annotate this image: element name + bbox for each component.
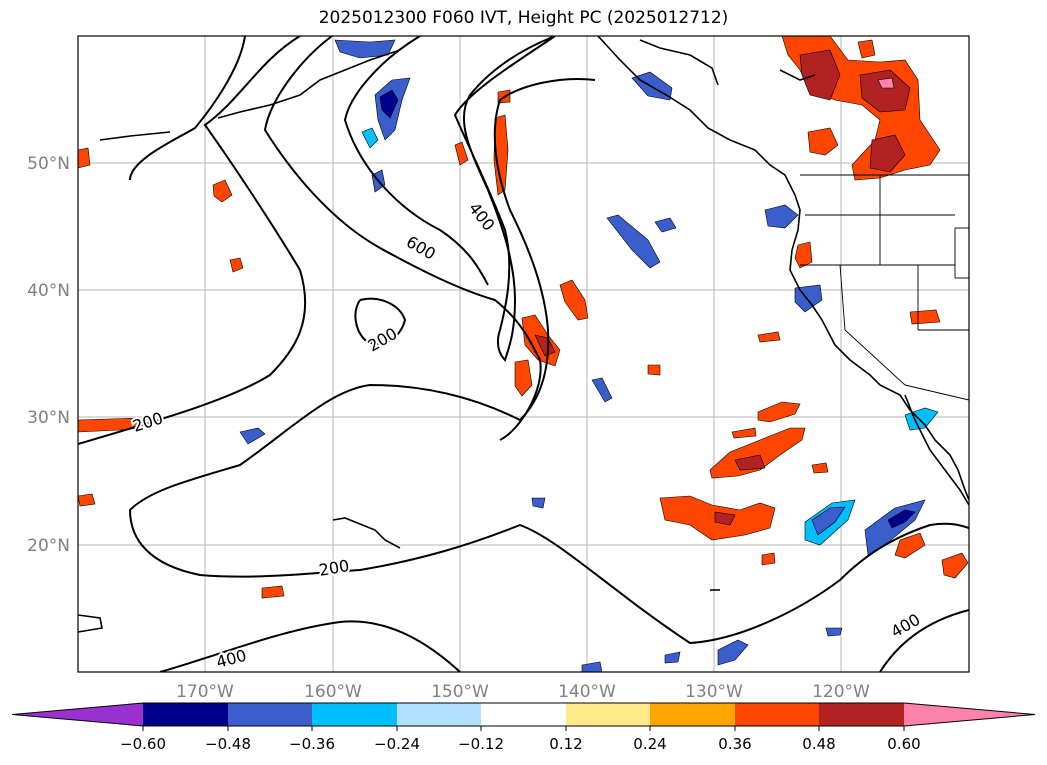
colorbar-segment xyxy=(819,703,904,726)
colorbar-tick-label: 0.48 xyxy=(802,735,835,753)
lon-label: 140°W xyxy=(558,682,616,702)
colorbar-segment xyxy=(312,703,397,726)
colorbar-tick-label: 0.36 xyxy=(718,735,751,753)
lon-label: 170°W xyxy=(176,682,234,702)
lon-label: 130°W xyxy=(685,682,743,702)
colorbar-tick-label: −0.48 xyxy=(205,735,251,753)
map-title: 2025012300 F060 IVT, Height PC (20250127… xyxy=(318,8,729,28)
lat-label: 20°N xyxy=(27,536,70,556)
colorbar-tick-label: 0.12 xyxy=(549,735,582,753)
lat-label: 40°N xyxy=(27,281,70,301)
latitude-labels: 50°N 40°N 30°N 20°N xyxy=(27,154,70,556)
colorbar-segment xyxy=(566,703,650,726)
lat-label: 30°N xyxy=(27,408,70,428)
lon-label: 160°W xyxy=(304,682,362,702)
colorbar-segment xyxy=(228,703,312,726)
colorbar-tick-label: 0.24 xyxy=(633,735,666,753)
lon-label: 120°W xyxy=(812,682,870,702)
colorbar-segment xyxy=(143,703,228,726)
colorbar: −0.60 −0.48 −0.36 −0.24 −0.12 0.12 0.24 0.36 0.4… xyxy=(11,702,1036,753)
colorbar-segment xyxy=(735,703,819,726)
colorbar-tick-label: 0.60 xyxy=(887,735,920,753)
colorbar-tick-label: −0.24 xyxy=(374,735,420,753)
colorbar-tick-label: −0.60 xyxy=(120,735,166,753)
colorbar-extend-min xyxy=(12,703,143,726)
lat-label: 50°N xyxy=(27,154,70,174)
colorbar-extend-max xyxy=(904,703,1035,726)
colorbar-segment xyxy=(481,703,566,726)
colorbar-segment xyxy=(650,703,735,726)
coastlines xyxy=(78,36,969,633)
political-borders xyxy=(800,174,969,401)
longitude-labels: 170°W 160°W 150°W 140°W 130°W 120°W xyxy=(176,682,870,702)
colorbar-segment xyxy=(397,703,481,726)
colorbar-tick-label: −0.36 xyxy=(289,735,335,753)
lon-label: 150°W xyxy=(431,682,489,702)
positive-anomaly-fills xyxy=(78,36,969,599)
colorbar-tick-label: −0.12 xyxy=(458,735,504,753)
contour-label: 200 xyxy=(317,556,350,580)
height-contours xyxy=(78,36,969,672)
map-frame xyxy=(77,35,970,673)
